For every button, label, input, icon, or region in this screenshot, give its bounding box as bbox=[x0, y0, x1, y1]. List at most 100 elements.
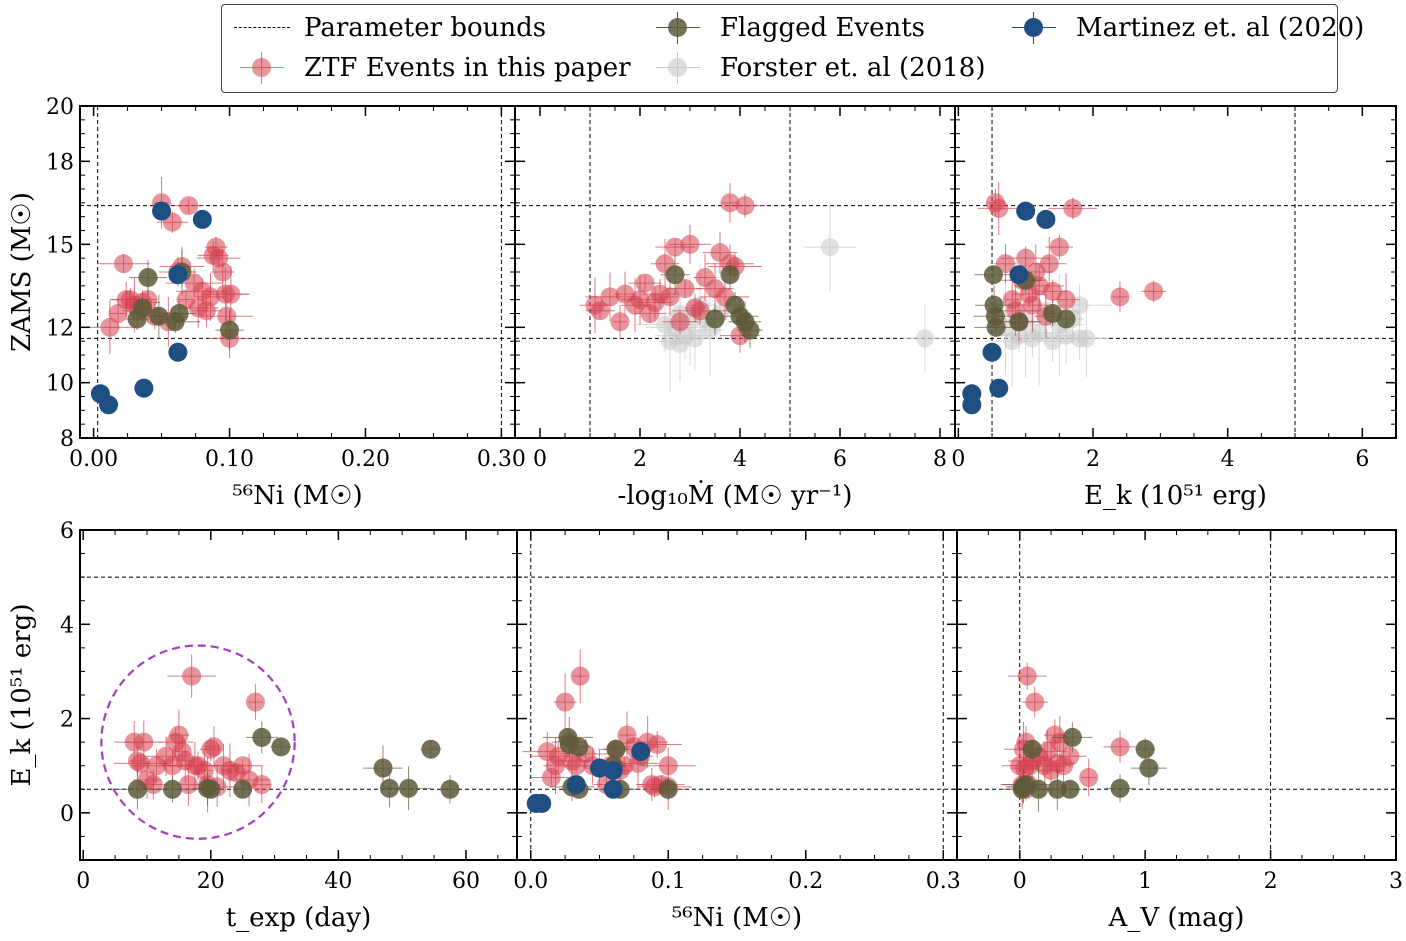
martinez-point bbox=[962, 395, 982, 415]
x-tick-label: 0 bbox=[951, 447, 965, 472]
x-tick-label: 4 bbox=[733, 447, 747, 472]
x-tick-label: 0.20 bbox=[341, 447, 390, 472]
martinez-point bbox=[631, 742, 651, 762]
forster-point bbox=[1077, 329, 1096, 348]
flagged-point bbox=[149, 306, 169, 326]
legend-item-bounds: Parameter bounds bbox=[226, 8, 546, 48]
x-tick-label: 0 bbox=[1013, 869, 1027, 894]
plot-area bbox=[957, 530, 1396, 860]
ztf-point bbox=[201, 287, 220, 307]
flagged-point bbox=[1139, 758, 1159, 778]
ztf-point bbox=[134, 732, 154, 752]
flagged-point bbox=[1056, 309, 1076, 329]
y-tick-label: 18 bbox=[46, 150, 74, 175]
x-tick-label: 8 bbox=[933, 447, 947, 472]
flagged-point bbox=[127, 779, 147, 799]
ztf-point bbox=[204, 737, 224, 757]
ztf-point bbox=[1144, 281, 1164, 301]
martinez-point bbox=[134, 378, 154, 398]
ztf-point bbox=[1063, 198, 1083, 218]
flagged-point bbox=[740, 320, 760, 340]
flagged-point bbox=[665, 265, 685, 285]
y-tick-label: 12 bbox=[46, 316, 74, 341]
legend-label-forster: Forster et. al (2018) bbox=[720, 53, 986, 83]
ztf-point bbox=[114, 254, 133, 274]
flagged-point bbox=[1022, 739, 1042, 759]
flagged-point bbox=[705, 309, 725, 329]
flagged-point bbox=[220, 320, 240, 340]
flagged-point bbox=[421, 739, 441, 759]
ztf-point bbox=[735, 196, 755, 216]
martinez-point bbox=[566, 775, 586, 795]
ztf-point bbox=[245, 692, 265, 712]
y-tick-label: 20 bbox=[46, 95, 74, 120]
forster-point bbox=[656, 315, 674, 334]
flagged-point bbox=[658, 779, 678, 799]
x-tick-label: 0.0 bbox=[513, 869, 548, 894]
x-tick-label: 0.10 bbox=[205, 447, 254, 472]
plot-area bbox=[80, 106, 515, 438]
ztf-point bbox=[570, 666, 590, 686]
panel-zams_vs_ni: 0.00 0.10 0.20 0.30 8 10 12 15 18 20 ⁵⁶Ni (M☉) ZAMS… bbox=[7, 95, 526, 511]
martinez-point bbox=[168, 342, 188, 362]
ztf-point bbox=[1017, 666, 1037, 686]
x-tick-label: 3 bbox=[1389, 869, 1403, 894]
flagged-point bbox=[133, 298, 153, 318]
ztf-point bbox=[1056, 290, 1076, 310]
highlight-circle bbox=[100, 644, 296, 840]
plot-area bbox=[80, 576, 517, 840]
x-axis-label: -log₁₀Ṁ (M☉ yr⁻¹) bbox=[618, 480, 853, 511]
x-tick-label: 0.3 bbox=[926, 869, 961, 894]
legend-item-ztf: ZTF Events in this paper bbox=[226, 48, 631, 88]
flagged-point bbox=[569, 737, 589, 757]
ztf-point bbox=[213, 262, 233, 282]
dashed-line-icon bbox=[226, 8, 296, 48]
flagged-point bbox=[1135, 739, 1155, 759]
ztf-point bbox=[675, 279, 695, 299]
y-axis-label: ZAMS (M☉) bbox=[7, 192, 37, 352]
x-tick-label: 2 bbox=[633, 447, 647, 472]
x-axis-label: ⁵⁶Ni (M☉) bbox=[232, 481, 362, 511]
panel-zams_vs_mdot: 0 2 4 6 8 -log₁₀Ṁ (M☉ yr⁻¹) bbox=[514, 105, 956, 511]
ztf-point bbox=[169, 725, 189, 745]
flagged-point bbox=[606, 739, 626, 759]
flagged-point bbox=[169, 304, 189, 323]
martinez-point bbox=[168, 265, 188, 285]
ztf-point bbox=[1049, 237, 1069, 257]
martinez-point bbox=[1016, 201, 1036, 221]
y-tick-label: 15 bbox=[46, 233, 74, 258]
ztf-point bbox=[600, 287, 620, 307]
flagged-point bbox=[1110, 778, 1130, 798]
y-tick-label: 10 bbox=[46, 372, 74, 397]
ztf-point bbox=[252, 775, 272, 795]
x-tick-label: 1 bbox=[1138, 869, 1152, 894]
panel-ek_vs_texp: 0 20 40 60 0 2 4 6 t_exp (day) E_k (10⁵¹ erg) bbox=[7, 519, 518, 933]
ztf-point bbox=[630, 290, 650, 310]
ztf-point bbox=[1016, 248, 1036, 268]
flagged-point bbox=[163, 779, 183, 799]
x-tick-label: 20 bbox=[197, 869, 225, 894]
x-tick-label: 60 bbox=[452, 869, 480, 894]
y-tick-label: 2 bbox=[60, 708, 74, 733]
flagged-point bbox=[720, 265, 740, 285]
ztf-point bbox=[590, 301, 610, 321]
ztf-point bbox=[665, 237, 685, 257]
plot-area bbox=[955, 106, 1396, 438]
x-axis-label: A_V (mag) bbox=[1108, 903, 1245, 933]
x-tick-label: 0.2 bbox=[788, 869, 823, 894]
martinez-point bbox=[99, 395, 119, 415]
flagged-point bbox=[399, 778, 419, 798]
forster-point bbox=[821, 238, 839, 257]
flagged-point bbox=[233, 779, 253, 799]
x-tick-label: 0.00 bbox=[69, 447, 118, 472]
plot-area bbox=[517, 530, 957, 860]
axes-frame bbox=[956, 529, 1397, 861]
martinez-point bbox=[532, 793, 552, 813]
plot-area bbox=[515, 106, 955, 438]
ztf-point bbox=[690, 301, 710, 321]
ztf-point bbox=[1022, 295, 1042, 315]
ztf-point bbox=[670, 312, 690, 332]
flagged-point bbox=[986, 317, 1006, 337]
legend-item-flagged: Flagged Events bbox=[642, 8, 925, 48]
forster-point bbox=[1057, 326, 1076, 345]
